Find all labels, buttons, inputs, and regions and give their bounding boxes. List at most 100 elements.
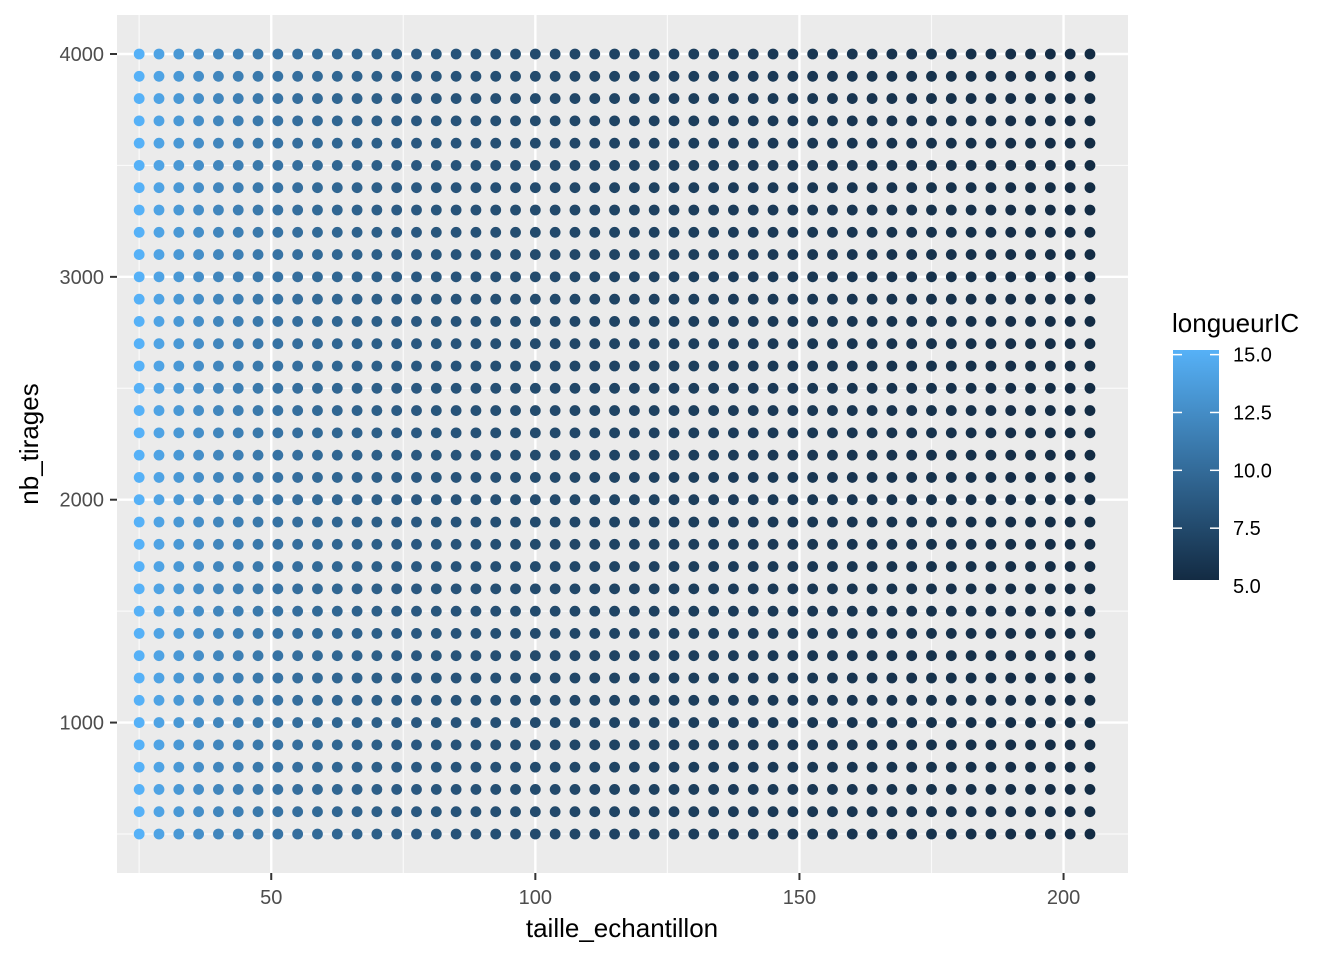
data-point — [1025, 806, 1036, 818]
data-point — [926, 360, 937, 372]
data-point — [708, 538, 720, 550]
data-point — [767, 427, 779, 439]
data-point — [668, 739, 680, 751]
data-point — [827, 249, 838, 260]
data-point — [569, 249, 581, 260]
data-point — [232, 316, 244, 327]
data-point — [965, 249, 977, 260]
data-point — [1005, 160, 1017, 171]
data-point — [985, 494, 997, 506]
data-point — [866, 226, 878, 238]
data-point — [331, 538, 343, 550]
data-point — [331, 427, 343, 439]
data-point — [609, 583, 620, 595]
data-point — [747, 449, 759, 461]
data-point — [926, 516, 937, 528]
data-point — [1084, 717, 1096, 728]
data-point — [252, 761, 264, 773]
data-point — [510, 93, 521, 104]
data-point — [628, 449, 640, 461]
data-point — [965, 137, 977, 149]
data-point — [272, 405, 284, 416]
data-point — [173, 427, 185, 439]
data-point — [945, 717, 957, 728]
data-point — [728, 761, 739, 773]
data-point — [252, 694, 264, 706]
data-point — [965, 449, 977, 461]
data-point — [965, 226, 977, 238]
data-point — [213, 828, 224, 840]
data-point — [292, 806, 304, 818]
data-point — [153, 48, 165, 60]
data-point — [430, 137, 442, 149]
data-point — [450, 516, 462, 528]
data-point — [926, 293, 937, 305]
data-point — [787, 806, 799, 818]
data-point — [450, 806, 462, 818]
data-point — [1005, 360, 1017, 372]
data-point — [1084, 271, 1096, 283]
data-point — [331, 828, 343, 840]
data-point — [965, 360, 977, 372]
data-point — [787, 605, 799, 617]
data-point — [351, 717, 363, 728]
data-point — [312, 293, 323, 305]
data-point — [866, 717, 878, 728]
data-point — [945, 694, 957, 706]
data-point — [331, 293, 343, 305]
data-point — [1064, 360, 1076, 372]
data-point — [708, 204, 720, 216]
data-point — [252, 382, 264, 394]
data-point — [728, 472, 739, 483]
data-point — [232, 828, 244, 840]
data-point — [807, 739, 819, 751]
data-point — [292, 694, 304, 706]
data-point — [866, 784, 878, 795]
data-point — [787, 538, 799, 550]
data-point — [906, 360, 918, 372]
data-point — [510, 48, 521, 60]
data-point — [926, 828, 937, 840]
data-point — [1025, 137, 1036, 149]
data-point — [668, 650, 680, 662]
data-point — [490, 293, 502, 305]
data-point — [886, 516, 898, 528]
data-point — [351, 115, 363, 127]
data-point — [252, 249, 264, 260]
data-point — [648, 694, 660, 706]
data-point — [371, 405, 383, 416]
data-point — [193, 672, 205, 684]
data-point — [787, 784, 799, 795]
data-point — [985, 538, 997, 550]
data-point — [470, 650, 482, 662]
major-gridlines — [117, 15, 1128, 873]
data-point — [708, 226, 720, 238]
data-point — [549, 806, 561, 818]
data-point — [906, 583, 918, 595]
data-point — [292, 739, 304, 751]
data-point — [232, 784, 244, 795]
data-point — [886, 806, 898, 818]
data-point — [688, 449, 700, 461]
data-point — [747, 806, 759, 818]
data-point — [906, 382, 918, 394]
data-point — [490, 628, 502, 639]
data-point — [688, 538, 700, 550]
legend-tick-label: 12.5 — [1233, 402, 1272, 424]
data-point — [331, 271, 343, 283]
data-point — [628, 650, 640, 662]
data-point — [906, 784, 918, 795]
data-point — [1025, 70, 1036, 82]
data-point — [331, 93, 343, 104]
data-point — [1064, 694, 1076, 706]
data-point — [985, 427, 997, 439]
legend-ticks: 5.07.510.012.515.0 — [1173, 345, 1272, 598]
data-point — [767, 182, 779, 194]
data-point — [648, 739, 660, 751]
data-point — [1064, 717, 1076, 728]
data-point — [529, 137, 541, 149]
data-point — [193, 717, 205, 728]
data-point — [569, 516, 581, 528]
data-point — [391, 70, 403, 82]
data-point — [688, 828, 700, 840]
